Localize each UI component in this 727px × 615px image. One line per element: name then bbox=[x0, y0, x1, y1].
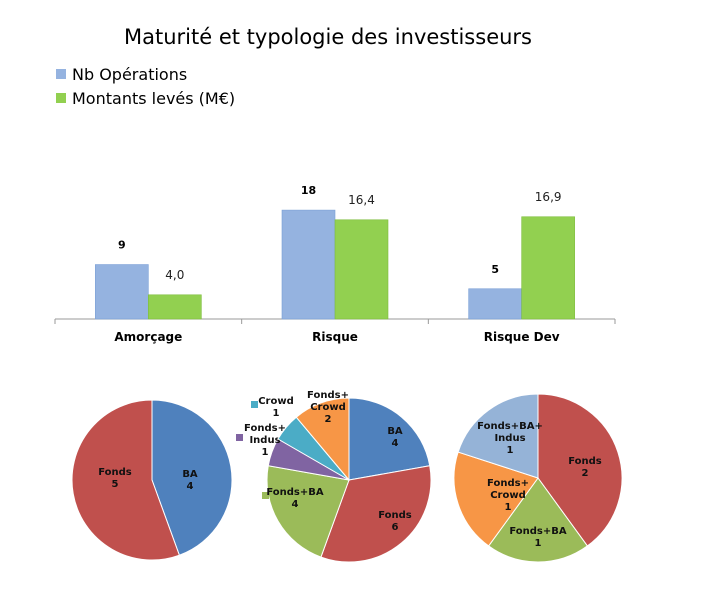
data-label-nb-operations-risque-dev: 5 bbox=[491, 263, 499, 276]
legend-label-operations: Nb Opérations bbox=[72, 65, 187, 84]
pie-slice-risque-dev-fonds-ba bbox=[487, 477, 589, 563]
pie-label-risque-dev-fonds-ba-indus: Fonds+BA+ Indus 1 bbox=[477, 421, 543, 456]
category-label-risque: Risque bbox=[312, 330, 358, 344]
bar-nb-operations-risque bbox=[281, 209, 336, 320]
pie-slice-risque-fonds-crowd bbox=[295, 397, 350, 482]
chart-title: Maturité et typologie des investisseurs bbox=[124, 25, 532, 49]
pie-slice-risque-fonds-ba bbox=[266, 465, 350, 558]
legend: Nb Opérations Montants levés (M€) bbox=[56, 65, 235, 108]
pie-charts-area: BA 4 Fonds 5 BA 4 Fonds 6 Fonds+BA 4 Fonds+ Indus 1 C… bbox=[71, 390, 623, 563]
pie-label-amorcage-ba: BA 4 bbox=[182, 469, 198, 492]
pie-marker-fonds-indus bbox=[236, 434, 243, 441]
data-label-nb-operations-risque: 18 bbox=[301, 184, 316, 197]
pie-slice-risque-ba bbox=[348, 397, 431, 481]
legend-swatch-montants bbox=[56, 93, 66, 103]
pie-label-risque-fonds: Fonds 6 bbox=[378, 510, 412, 533]
pie-risque-dev: Fonds 2 Fonds+BA 1 Fonds+ Crowd 1 Fonds+BA+ Indu… bbox=[453, 393, 623, 563]
pie-slice-amorcage-ba bbox=[151, 399, 233, 556]
pie-label-amorcage-fonds: Fonds 5 bbox=[98, 467, 132, 490]
pie-slice-risque-dev-fonds bbox=[537, 393, 623, 547]
legend-swatch-operations bbox=[56, 69, 66, 79]
data-label-montants-leves-m-amorcage: 4,0 bbox=[165, 268, 184, 282]
pie-slice-risque-fonds bbox=[320, 465, 432, 563]
pie-label-risque-dev-fonds-crowd: Fonds+ Crowd 1 bbox=[487, 478, 529, 513]
bar-nb-operations-risque-dev bbox=[468, 288, 522, 320]
pie-marker-fonds-ba bbox=[262, 492, 269, 499]
legend-label-montants: Montants levés (M€) bbox=[72, 89, 235, 108]
pie-slice-risque-dev-fonds-crowd bbox=[453, 451, 539, 547]
pie-slice-amorcage-fonds bbox=[71, 399, 181, 561]
category-label-risque-dev: Risque Dev bbox=[484, 330, 560, 344]
pie-label-risque-fonds-crowd: Fonds+ Crowd 2 bbox=[307, 390, 349, 425]
pie-risque: BA 4 Fonds 6 Fonds+BA 4 Fonds+ Indus 1 Crowd 1 Fond… bbox=[236, 390, 432, 563]
category-label-amorcage: Amorçage bbox=[114, 330, 182, 344]
pie-amorcage: BA 4 Fonds 5 bbox=[71, 399, 233, 561]
pie-label-risque-fonds-ba: Fonds+BA 4 bbox=[266, 487, 324, 510]
pie-label-risque-dev-fonds-ba: Fonds+BA 1 bbox=[509, 526, 567, 549]
data-label-nb-operations-amorcage: 9 bbox=[118, 239, 126, 252]
pie-marker-crowd bbox=[251, 401, 258, 408]
pie-label-risque-crowd: Crowd 1 bbox=[258, 396, 294, 419]
bar-plot-area: 9 4,0 Amorçage 18 16,4 Risque 5 16,9 Risque Dev bbox=[54, 184, 616, 344]
data-label-montants-leves-m-risque-dev: 16,9 bbox=[535, 190, 562, 204]
data-label-montants-leves-m-risque: 16,4 bbox=[348, 193, 375, 207]
bar-montants-leves-m-risque bbox=[334, 219, 389, 320]
bar-montants-leves-m-amorcage bbox=[148, 294, 202, 320]
pie-label-risque-ba: BA 4 bbox=[387, 426, 403, 449]
pie-label-risque-dev-fonds: Fonds 2 bbox=[568, 456, 602, 479]
bar-montants-leves-m-risque-dev bbox=[521, 216, 575, 320]
bar-nb-operations-amorcage bbox=[95, 264, 149, 320]
pie-label-risque-fonds-indus: Fonds+ Indus 1 bbox=[244, 423, 286, 458]
pie-slice-risque-dev-fonds-ba-indus bbox=[457, 393, 539, 479]
